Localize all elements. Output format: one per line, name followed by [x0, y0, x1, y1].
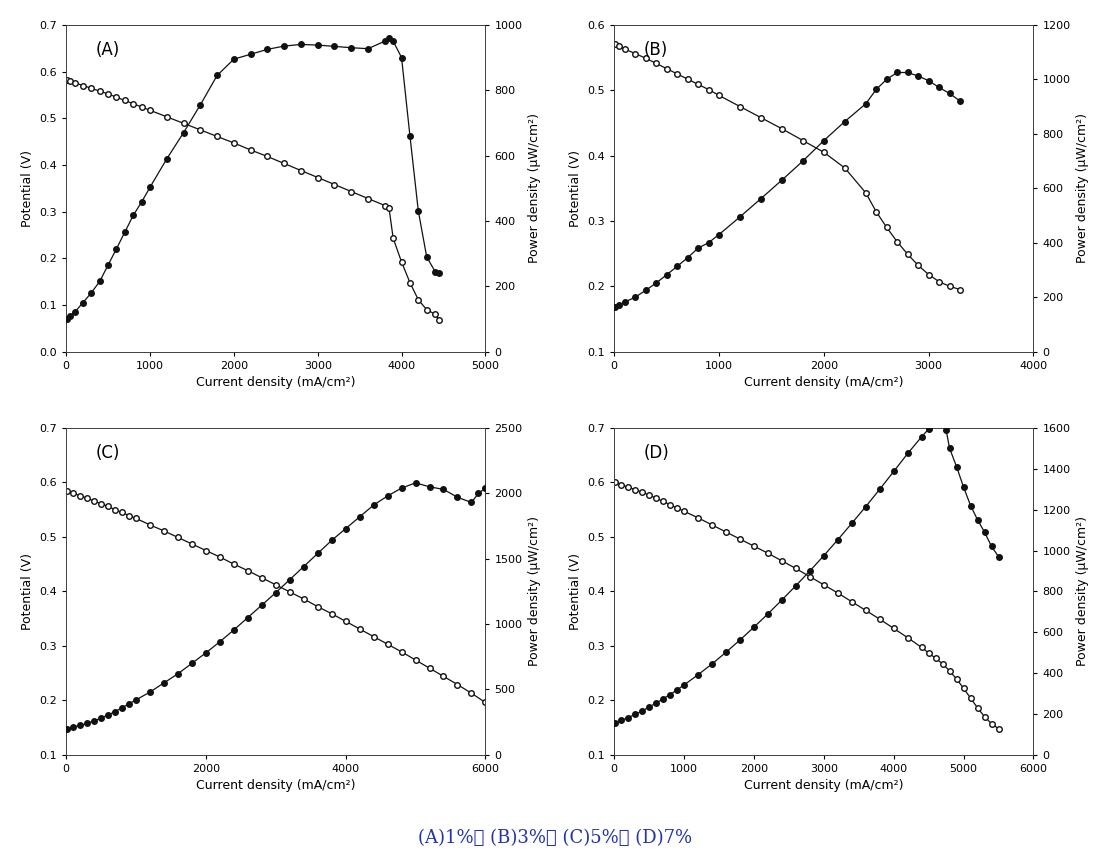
Text: (A)1%， (B)3%， (C)5%， (D)7%: (A)1%， (B)3%， (C)5%， (D)7% [418, 829, 692, 847]
Text: (A): (A) [95, 41, 120, 59]
Y-axis label: Potential (V): Potential (V) [569, 553, 582, 630]
Y-axis label: Potential (V): Potential (V) [21, 150, 33, 227]
Y-axis label: Power density (μW/cm²): Power density (μW/cm²) [1077, 113, 1089, 264]
Text: (B): (B) [644, 41, 668, 59]
X-axis label: Current density (mA/cm²): Current density (mA/cm²) [196, 377, 355, 389]
Text: (D): (D) [644, 444, 669, 462]
Y-axis label: Potential (V): Potential (V) [569, 150, 582, 227]
X-axis label: Current density (mA/cm²): Current density (mA/cm²) [744, 779, 904, 793]
Y-axis label: Power density (μW/cm²): Power density (μW/cm²) [528, 516, 541, 666]
Y-axis label: Power density (μW/cm²): Power density (μW/cm²) [528, 113, 541, 264]
Text: (C): (C) [95, 444, 120, 462]
X-axis label: Current density (mA/cm²): Current density (mA/cm²) [744, 377, 904, 389]
Y-axis label: Potential (V): Potential (V) [21, 553, 33, 630]
X-axis label: Current density (mA/cm²): Current density (mA/cm²) [196, 779, 355, 793]
Y-axis label: Power density (μW/cm²): Power density (μW/cm²) [1077, 516, 1089, 666]
